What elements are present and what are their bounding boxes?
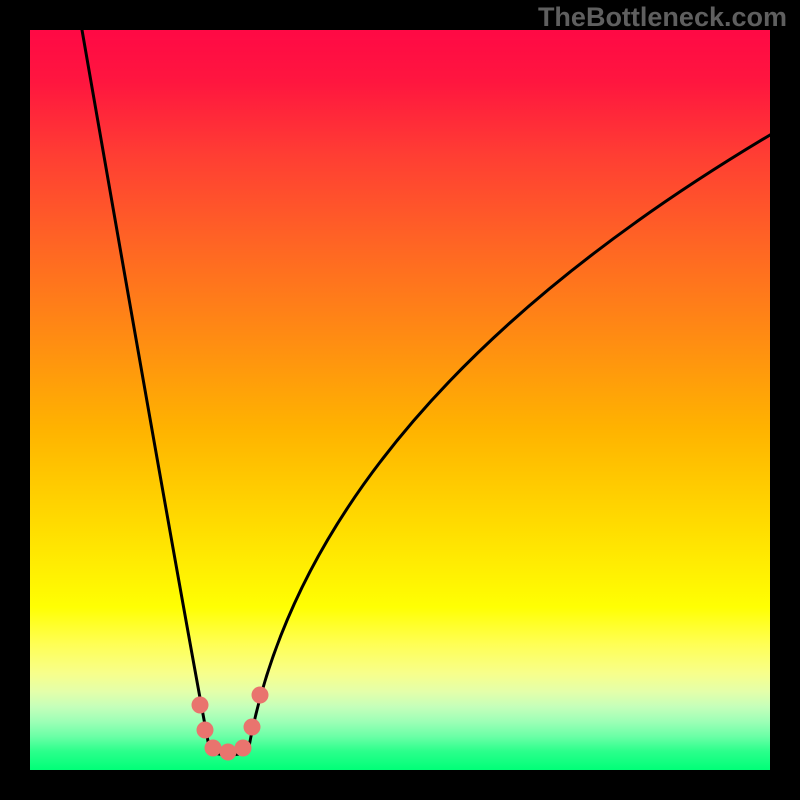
bottleneck-chart: TheBottleneck.com — [0, 0, 800, 800]
curve-marker — [252, 687, 269, 704]
curve-marker — [192, 697, 209, 714]
curve-marker — [205, 740, 222, 757]
gradient-background — [30, 30, 770, 770]
curve-marker — [235, 740, 252, 757]
curve-marker — [220, 744, 237, 761]
curve-marker — [197, 722, 214, 739]
curve-marker — [244, 719, 261, 736]
watermark-text: TheBottleneck.com — [538, 2, 787, 32]
